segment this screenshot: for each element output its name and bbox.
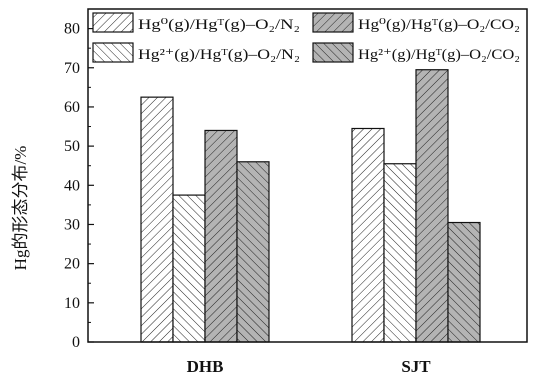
bar-dhb-series-2 — [172, 194, 206, 343]
axes-layer: DHB SJT 0 10 20 30 40 50 60 70 80 — [64, 8, 528, 376]
y-axis-title: Hg的形态分布/% — [11, 146, 30, 271]
y-tick-label: 80 — [64, 21, 80, 38]
y-tick-label: 40 — [64, 177, 80, 194]
legend-label: Hg²⁺(g)/Hgᵀ(g)–O₂/CO₂ — [358, 47, 520, 63]
bar-dhb-series-4 — [236, 161, 270, 343]
bar-sjt-series-3 — [415, 69, 449, 343]
y-tick-label: 30 — [64, 216, 80, 233]
bar-dhb-series-3 — [204, 129, 238, 343]
legend-swatch — [312, 42, 354, 63]
legend-label: Hg⁰(g)/Hgᵀ(g)–O₂/CO₂ — [358, 17, 520, 33]
y-tick-label: 70 — [64, 60, 80, 77]
bar-sjt-series-1 — [351, 127, 385, 343]
y-tick-label: 0 — [72, 334, 80, 351]
y-tick-label: 60 — [64, 99, 80, 116]
bar-sjt-series-4 — [447, 221, 481, 343]
y-tick-label: 20 — [64, 256, 80, 273]
bars-layer — [140, 69, 481, 343]
legend-label: Hg⁰(g)/Hgᵀ(g)–O₂/N₂ — [138, 17, 300, 33]
y-tick-label: 10 — [64, 295, 80, 312]
legend-swatch — [92, 42, 134, 63]
legend-swatch — [312, 12, 354, 33]
x-tick-label: SJT — [401, 357, 431, 376]
legend-swatch — [92, 12, 134, 33]
legend-label: Hg²⁺(g)/Hgᵀ(g)–O₂/N₂ — [138, 47, 300, 63]
bar-dhb-series-1 — [140, 96, 174, 343]
x-tick-label: DHB — [187, 357, 224, 376]
plot-frame — [87, 8, 528, 343]
legend: Hg⁰(g)/Hgᵀ(g)–O₂/N₂ Hg⁰(g)/Hgᵀ(g)–O₂/CO₂ H… — [92, 12, 520, 63]
y-tick-label: 50 — [64, 138, 80, 155]
bar-sjt-series-2 — [383, 163, 417, 343]
